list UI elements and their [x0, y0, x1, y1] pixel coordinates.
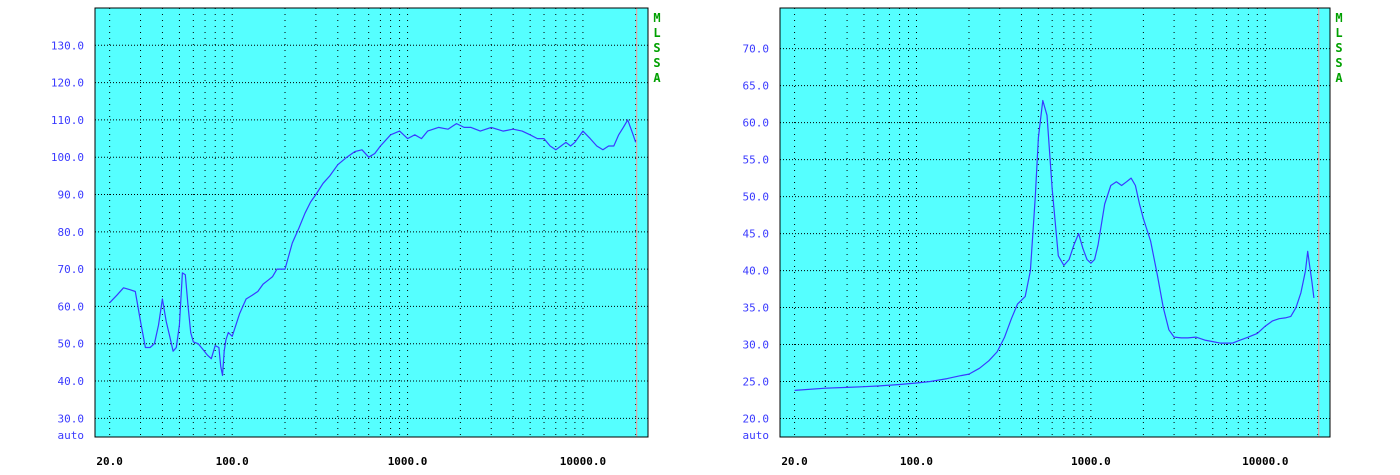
side-letter: A	[1335, 71, 1343, 85]
y-tick-label: 35.0	[743, 302, 770, 315]
y-tick-label: 30.0	[743, 339, 770, 352]
side-letter: S	[653, 41, 660, 55]
side-letter: M	[653, 11, 660, 25]
x-tick-label: 1000.0	[388, 455, 428, 468]
y-tick-label: 100.0	[51, 151, 84, 164]
y-tick-label: 40.0	[58, 375, 85, 388]
x-tick-label: 100.0	[216, 455, 249, 468]
y-tick-label: 30.0	[58, 412, 85, 425]
y-tick-label: 120.0	[51, 77, 84, 90]
side-letter: M	[1335, 11, 1342, 25]
right-series-line	[794, 99, 1315, 391]
y-tick-label: 25.0	[743, 376, 770, 389]
x-tick-label: 1000.0	[1071, 455, 1111, 468]
y-tick-label: 20.0	[743, 413, 770, 426]
side-letter: S	[1335, 56, 1342, 70]
y-tick-label: 60.0	[743, 117, 770, 130]
y-tick-label: 50.0	[58, 338, 85, 351]
side-letter: L	[1335, 26, 1342, 40]
x-tick-label: 20.0	[781, 455, 808, 468]
y-tick-label: 50.0	[743, 191, 770, 204]
side-letter: S	[653, 56, 660, 70]
y-tick-label: 65.0	[743, 80, 770, 93]
left-series-line	[109, 119, 637, 376]
side-letter: L	[653, 26, 660, 40]
left-chart: 30.0 40.0 50.0 60.0 70.0 80.0 90.0 100.0 110.0 12…	[51, 7, 661, 468]
y-tick-label: 130.0	[51, 39, 84, 52]
y-tick-label: 80.0	[58, 226, 85, 239]
y-tick-label: 70.0	[743, 43, 770, 56]
x-tick-label: 10000.0	[560, 455, 606, 468]
right-chart: 20.0 25.0 30.0 35.0 40.0 45.0 50.0 55.0 60.0 65.0…	[743, 7, 1343, 468]
y-tick-label: 40.0	[743, 265, 770, 278]
left-grid	[95, 8, 648, 437]
y-tick-label: 60.0	[58, 300, 85, 313]
x-tick-label: 100.0	[900, 455, 933, 468]
y-auto-label: auto	[743, 429, 770, 442]
side-letter: S	[1335, 41, 1342, 55]
left-plot-area	[95, 8, 648, 437]
y-tick-label: 70.0	[58, 263, 85, 276]
x-tick-label: 10000.0	[1242, 455, 1288, 468]
x-tick-label: 20.0	[96, 455, 123, 468]
y-auto-label: auto	[58, 429, 85, 442]
y-tick-label: 110.0	[51, 114, 84, 127]
left-plot-frame	[94, 7, 649, 438]
y-tick-label: 45.0	[743, 228, 770, 241]
y-tick-label: 90.0	[58, 189, 85, 202]
y-tick-label: 55.0	[743, 154, 770, 167]
side-letter: A	[653, 71, 661, 85]
right-plot-frame	[779, 7, 1331, 438]
